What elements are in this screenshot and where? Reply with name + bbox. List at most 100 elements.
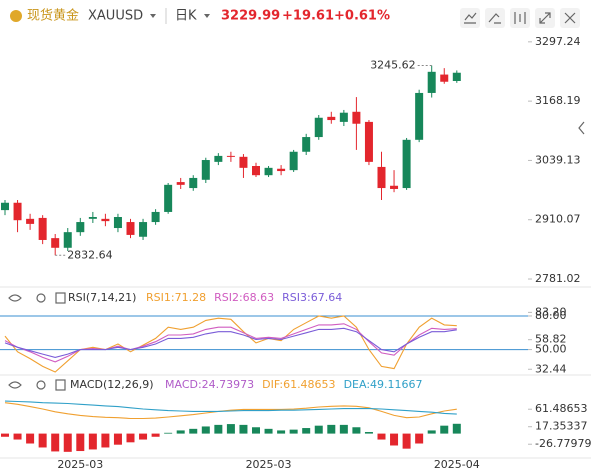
toolbar <box>460 8 580 28</box>
indicator-icon[interactable] <box>55 379 66 391</box>
macd-bar <box>352 427 361 434</box>
min-label: 2832.64 <box>67 248 113 261</box>
macd-bar <box>189 428 198 434</box>
candle-body <box>239 156 248 168</box>
candle-body <box>139 222 148 237</box>
tool-button[interactable] <box>460 8 480 28</box>
collapse-arrow[interactable] <box>578 121 585 135</box>
candle-body <box>176 182 185 185</box>
candle-body <box>339 112 348 122</box>
macd-bar <box>113 433 122 445</box>
candle-body <box>402 139 411 189</box>
tool-icon <box>539 12 551 24</box>
candle-body <box>226 155 235 157</box>
candle-body <box>51 238 60 248</box>
candle-body <box>415 92 424 140</box>
y-tick-label: 32.44 <box>535 362 567 375</box>
macd-bar <box>314 425 323 434</box>
y-tick-label: 80.00 <box>535 309 567 322</box>
symbol[interactable]: XAUUSD <box>88 9 143 24</box>
candle-body <box>38 217 47 240</box>
macd-bar <box>339 424 348 434</box>
macd-bar <box>427 430 436 434</box>
tool-icon <box>514 12 526 24</box>
macd-bar <box>264 428 273 434</box>
legend-entry: RSI2:68.63 <box>214 291 274 304</box>
y-tick-label: 3297.24 <box>535 35 581 48</box>
macd-bar <box>1 433 9 437</box>
max-label: 3245.62 <box>370 59 416 72</box>
eye-icon[interactable] <box>8 294 22 302</box>
macd-title: MACD(12,26,9) <box>70 378 154 391</box>
tool-icon <box>564 12 576 24</box>
dropdown-caret[interactable] <box>204 14 210 18</box>
candle-body <box>164 184 173 212</box>
legend-entry: DIF:61.48653 <box>262 378 335 391</box>
y-tick-label: 61.48653 <box>535 402 588 415</box>
x-tick-label: 2025-03 <box>246 458 292 471</box>
legend-entry: MACD:24.73973 <box>165 378 254 391</box>
indicator-icon[interactable] <box>55 292 66 304</box>
y-tick-label: 17.35337 <box>535 420 588 433</box>
tool-icon <box>464 12 477 24</box>
candle-body <box>201 160 210 180</box>
candle-body <box>377 166 386 189</box>
candle-body <box>302 137 311 152</box>
legend-entry: DEA:49.11667 <box>344 378 423 391</box>
macd-bar <box>176 430 185 434</box>
y-tick-label: -26.77979 <box>535 437 591 450</box>
macd-controls <box>8 379 66 391</box>
macd-bar <box>377 433 386 440</box>
macd-bar <box>289 429 298 434</box>
macd-bar <box>51 433 60 452</box>
macd-bar <box>76 433 85 452</box>
macd-bar <box>440 425 449 434</box>
candle-body <box>101 218 110 222</box>
candle-body <box>26 218 35 224</box>
candle-body <box>113 217 122 229</box>
macd-bar <box>390 433 399 446</box>
tool-icon <box>488 13 501 24</box>
candle-body <box>277 168 286 172</box>
macd-bar <box>164 432 173 434</box>
y-tick-label: 3168.19 <box>535 94 581 107</box>
macd-bar <box>126 433 135 443</box>
macd-bar <box>38 433 47 448</box>
price: 3229.99 <box>221 9 280 24</box>
macd-bar <box>139 433 148 440</box>
dropdown-caret[interactable] <box>150 14 156 18</box>
period[interactable]: 日K <box>175 9 197 24</box>
candle-body <box>151 211 160 223</box>
instrument-name[interactable]: 现货黄金 <box>27 8 79 24</box>
y-tick-label: 2781.02 <box>535 272 581 285</box>
gear-icon[interactable] <box>36 380 46 390</box>
macd-bar <box>214 424 223 434</box>
x-tick-label: 2025-04 <box>434 458 480 471</box>
rsi-controls <box>8 292 66 304</box>
candle-body <box>352 111 361 124</box>
macd-bar <box>13 433 22 440</box>
rsi-line <box>4 327 457 358</box>
candle-body <box>88 217 97 219</box>
candle-body <box>76 222 85 233</box>
y-tick-label: 50.00 <box>535 343 567 356</box>
macd-bar <box>364 432 373 434</box>
macd-bar <box>452 423 461 434</box>
candle-body <box>214 155 223 162</box>
gear-icon[interactable] <box>36 293 46 303</box>
macd-bar <box>277 430 286 434</box>
y-tick-label: 2910.07 <box>535 213 581 226</box>
x-tick-label: 2025-03 <box>57 458 103 471</box>
candle-body <box>289 151 298 171</box>
macd-bar <box>63 433 72 452</box>
macd-bar <box>226 424 235 434</box>
tool-button[interactable] <box>485 8 505 28</box>
change: +19.61 <box>282 9 334 24</box>
candle-body <box>427 71 436 93</box>
macd-bar <box>239 424 248 434</box>
macd-line <box>4 400 457 415</box>
candle-body <box>13 202 22 221</box>
candle-body <box>327 116 336 121</box>
eye-icon[interactable] <box>8 381 22 389</box>
candle-body <box>252 166 260 176</box>
